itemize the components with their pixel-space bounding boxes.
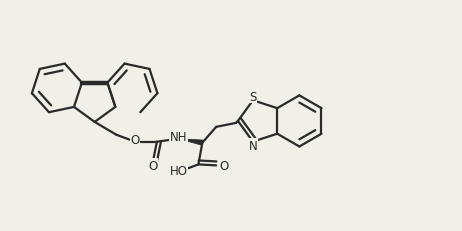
Text: N: N — [249, 140, 257, 152]
Text: NH: NH — [170, 130, 188, 143]
Text: HO: HO — [170, 164, 188, 177]
Text: S: S — [249, 90, 256, 103]
Text: O: O — [148, 159, 158, 172]
Text: O: O — [219, 159, 229, 172]
Polygon shape — [179, 139, 203, 146]
Text: O: O — [131, 133, 140, 146]
